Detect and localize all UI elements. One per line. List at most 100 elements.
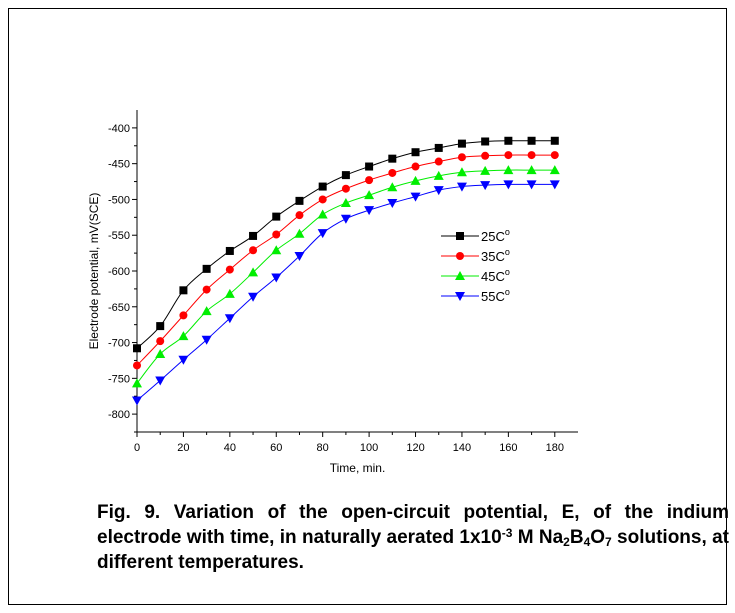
- data-point: [295, 196, 304, 205]
- caption-sub-3: 7: [605, 535, 612, 549]
- data-point: [295, 211, 304, 220]
- data-point: [504, 136, 513, 145]
- data-point: [248, 267, 259, 277]
- data-point: [248, 292, 259, 302]
- data-point: [526, 180, 537, 190]
- data-point: [434, 157, 443, 166]
- y-axis-label: Electrode potential, mV(SCE): [87, 193, 101, 350]
- data-point: [411, 148, 420, 157]
- data-point: [341, 184, 350, 193]
- data-point: [433, 186, 444, 196]
- data-point: [457, 139, 466, 148]
- figure-frame: [8, 8, 727, 605]
- data-point: [410, 175, 421, 185]
- data-point: [132, 378, 142, 388]
- data-point: [202, 264, 211, 273]
- data-point: [318, 195, 327, 204]
- data-point: [271, 245, 282, 255]
- legend: 25Co 35Co 45Co 55Co: [441, 227, 510, 304]
- data-point: [155, 376, 166, 386]
- series-55c: [132, 180, 560, 406]
- data-point: [526, 165, 537, 175]
- legend-label-sup: o: [505, 267, 510, 277]
- data-point: [224, 288, 235, 298]
- y-tick-label: -600: [108, 266, 130, 278]
- legend-marker: [455, 292, 465, 301]
- x-tick-label: 80: [317, 442, 329, 454]
- data-point: [550, 136, 559, 145]
- data-point: [317, 229, 328, 239]
- data-point: [178, 331, 189, 341]
- data-point: [549, 165, 560, 175]
- caption-sub-2: 4: [583, 535, 591, 549]
- data-point: [179, 286, 188, 295]
- data-point: [340, 198, 351, 208]
- data-point: [503, 165, 514, 175]
- legend-label-sup: o: [505, 287, 510, 297]
- data-point: [132, 396, 142, 406]
- data-point: [249, 246, 258, 255]
- data-point: [340, 214, 351, 224]
- data-point: [434, 143, 443, 152]
- data-point: [317, 209, 328, 219]
- legend-label: 45Co: [481, 267, 510, 284]
- data-point: [364, 206, 375, 216]
- x-tick-label: 0: [134, 442, 140, 454]
- data-point: [178, 355, 189, 365]
- legend-label: 55Co: [481, 287, 510, 304]
- data-point: [527, 136, 536, 145]
- data-point: [294, 228, 305, 238]
- legend-label: 25Co: [481, 227, 510, 244]
- y-tick-label: -800: [108, 409, 130, 421]
- data-point: [225, 265, 234, 274]
- data-point: [271, 273, 282, 283]
- data-point: [224, 314, 235, 324]
- legend-marker: [456, 232, 464, 240]
- x-tick-label: 60: [270, 442, 282, 454]
- data-point: [388, 168, 397, 177]
- data-point: [341, 171, 350, 180]
- data-point: [294, 251, 305, 261]
- x-tick-label: 160: [499, 442, 517, 454]
- caption-sub-1: 2: [563, 535, 570, 549]
- data-point: [133, 361, 141, 370]
- y-tick-label: -700: [108, 338, 130, 350]
- y-tick-label: -650: [108, 302, 130, 314]
- y-tick-label: -400: [108, 123, 130, 135]
- data-point: [433, 170, 444, 180]
- data-point: [481, 137, 490, 146]
- data-point: [480, 181, 491, 191]
- data-point: [527, 151, 536, 160]
- x-axis-label: Time, min.: [330, 461, 386, 475]
- legend-marker: [456, 252, 464, 260]
- data-point: [156, 337, 165, 346]
- data-point: [457, 153, 466, 162]
- data-point: [179, 311, 188, 320]
- data-point: [272, 212, 281, 221]
- x-tick-label: 180: [546, 442, 564, 454]
- series-45c: [132, 165, 560, 388]
- data-point: [481, 151, 490, 160]
- data-point: [456, 167, 467, 177]
- legend-entry-25c: 25Co: [441, 227, 510, 244]
- series-35c: [133, 151, 559, 370]
- x-tick-label: 40: [224, 442, 236, 454]
- data-point: [387, 182, 398, 192]
- y-tick-label: -550: [108, 230, 130, 242]
- x-tick-label: 100: [360, 442, 378, 454]
- data-point: [155, 349, 166, 359]
- data-point: [156, 322, 165, 331]
- caption-text-3: B: [569, 527, 584, 548]
- data-point: [411, 162, 420, 171]
- caption-text-1: Fig. 9. Variation of the open-circuit po…: [97, 502, 729, 548]
- caption-text-4: O: [590, 527, 606, 548]
- figure-caption: Fig. 9. Variation of the open-circuit po…: [97, 500, 729, 575]
- data-point: [388, 154, 397, 163]
- axes: 0 20 40 60 80 100 120 140 160 180 -400 -450 -500 -550…: [108, 110, 578, 454]
- data-point: [201, 306, 212, 316]
- caption-text-5: solutions, at different temperatures.: [97, 527, 729, 573]
- y-tick-label: -450: [108, 159, 130, 171]
- data-point: [225, 246, 234, 255]
- caption-exponent: -3: [501, 526, 513, 540]
- legend-label-sup: o: [505, 227, 510, 237]
